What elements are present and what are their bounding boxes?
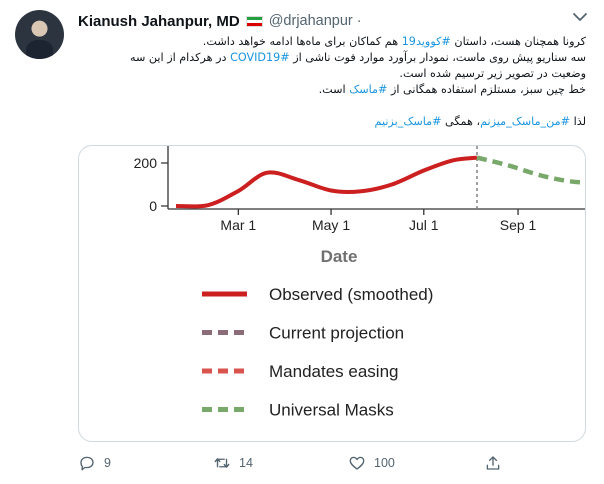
separator-dot: · [356, 13, 362, 29]
tweet-line-4: خط چین سبز، مستلزم استفاده همگانی از #ما… [318, 83, 586, 96]
hashtag-link[interactable]: #من_ماسک_میزنم [480, 115, 571, 128]
avatar[interactable] [15, 10, 64, 59]
y-tick-label: 200 [134, 155, 158, 171]
author-name[interactable]: Kianush Jahanpur, MD [78, 12, 240, 30]
reply-count: 9 [104, 456, 111, 470]
retweet-button[interactable]: 14 [213, 452, 253, 474]
tweet-text: کرونا همچنان هست، داستان #کووید19 هم کما… [78, 34, 586, 130]
series-line-3 [476, 155, 585, 185]
flag-stripe-red [246, 22, 262, 26]
share-button[interactable] [484, 452, 502, 474]
hashtag-link[interactable]: #کووید19 [401, 35, 451, 48]
iran-flag-icon [245, 15, 263, 27]
share-icon [486, 456, 500, 470]
flag-stripe-green [246, 16, 262, 20]
tweet-line-6: لذا #من_ماسک_میزنم، همگی #ماسک_بزنیم [374, 115, 587, 128]
tweet-line-2: سه سناریو پیش روی ماست، نمودار برآورد مو… [129, 51, 586, 64]
hashtag-link[interactable]: #ماسک_بزنیم [374, 115, 442, 128]
x-axis-label: Date [321, 247, 358, 266]
y-tick-label: 0 [149, 198, 157, 214]
like-count: 100 [374, 456, 395, 470]
x-tick-label: May 1 [312, 217, 350, 233]
hashtag-link[interactable]: #COVID19 [230, 51, 290, 64]
chevron-down-icon[interactable] [570, 9, 590, 25]
x-tick-label: Jul 1 [409, 217, 439, 233]
legend-label: Mandates easing [269, 362, 398, 381]
tweet-blank-line [78, 98, 586, 114]
flag-stripe-white [246, 19, 262, 23]
series-line-0 [175, 155, 478, 209]
legend-label: Current projection [269, 324, 404, 343]
legend-label: Universal Masks [269, 401, 394, 420]
heart-icon [349, 456, 365, 470]
reply-button[interactable]: 9 [78, 452, 111, 474]
hashtag-link[interactable]: #ماسک [349, 83, 388, 96]
tweet-actions: 9 14 100 [78, 452, 586, 474]
tweet-line-3: وضعیت در تصویر زیر ترسیم شده است. [399, 67, 586, 80]
retweet-count: 14 [239, 456, 253, 470]
tweet-header: Kianush Jahanpur, MD @drjahanpur · [78, 11, 362, 31]
x-tick-label: Mar 1 [220, 217, 256, 233]
tweet-line-1: کرونا همچنان هست، داستان #کووید19 هم کما… [202, 35, 586, 48]
x-tick-label: Sep 1 [500, 217, 537, 233]
retweet-icon [214, 458, 230, 468]
reply-icon [80, 456, 94, 471]
like-button[interactable]: 100 [348, 452, 395, 474]
legend-label: Observed (smoothed) [269, 285, 433, 304]
author-handle[interactable]: @drjahanpur [268, 13, 353, 29]
